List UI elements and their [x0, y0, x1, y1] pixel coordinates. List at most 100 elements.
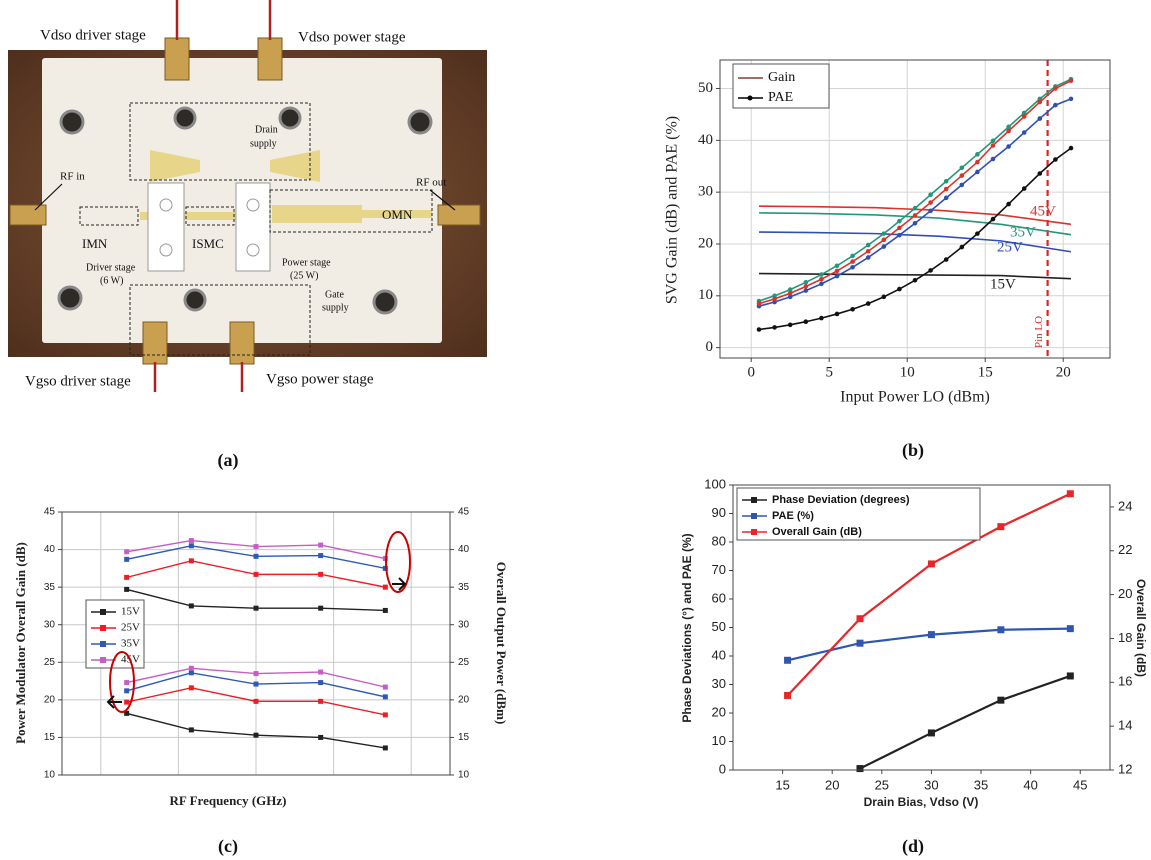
- marker: [124, 688, 130, 694]
- marker: [188, 670, 194, 676]
- marker: [803, 288, 809, 293]
- marker: [975, 159, 980, 165]
- marker: [834, 311, 840, 317]
- marker: [897, 225, 902, 231]
- photo-label: (25 W): [290, 270, 318, 281]
- marker: [803, 280, 809, 285]
- marker: [318, 605, 324, 611]
- marker: [188, 665, 194, 671]
- series-line: [758, 212, 1072, 236]
- marker: [997, 523, 1005, 531]
- marker: [124, 574, 130, 580]
- axis-arrow: [106, 695, 122, 709]
- marker: [819, 281, 824, 287]
- photo-label: RF in: [60, 171, 85, 183]
- transistors: [147, 182, 271, 272]
- plot-frame: [732, 484, 1111, 771]
- y-tick-label: 45: [44, 507, 56, 518]
- series-label: 35V: [1010, 224, 1036, 240]
- marker: [865, 255, 871, 260]
- dashed-blocks: [79, 102, 433, 356]
- y-tick-label: 10: [698, 287, 713, 303]
- y-tick-label: 90: [712, 505, 726, 520]
- marker: [943, 195, 949, 201]
- y2-axis-label: Overall Gain (dB): [1134, 579, 1148, 677]
- marker: [819, 272, 824, 277]
- marker: [124, 699, 130, 705]
- axis-arrow: [392, 577, 407, 591]
- y-tick-label: 20: [698, 235, 713, 251]
- marker: [943, 186, 949, 192]
- marker: [897, 218, 902, 224]
- y-tick-label: 0: [706, 339, 714, 355]
- legend-box: [732, 63, 830, 109]
- x-tick-label: 25: [875, 777, 889, 792]
- marker: [1053, 102, 1058, 108]
- photo-label: Gate: [325, 289, 344, 300]
- marker: [100, 641, 106, 647]
- marker: [834, 268, 840, 274]
- x-tick-label: 0: [747, 364, 755, 380]
- marker: [772, 296, 777, 302]
- captions: (a) (b) (c) (d): [218, 440, 925, 857]
- marker: [865, 248, 871, 254]
- marker: [912, 220, 918, 226]
- y-tick-label: 30: [44, 619, 56, 630]
- y-tick-label: 100: [704, 476, 726, 491]
- marker: [856, 615, 864, 623]
- series-line: [758, 231, 1072, 253]
- marker: [1068, 96, 1074, 102]
- plot-frame: [719, 59, 1111, 359]
- series-line: [758, 205, 1072, 226]
- highlight-ellipse: [109, 651, 135, 713]
- photo-label: Vdso power stage: [298, 29, 406, 45]
- marker: [1037, 116, 1043, 121]
- x-tick-label: 10: [900, 364, 915, 380]
- marker: [959, 165, 965, 171]
- marker: [865, 301, 871, 306]
- marker: [856, 639, 864, 647]
- photo-labels: Vdso driver stage Vdso power stage Vgso …: [25, 27, 446, 389]
- caption: (b): [902, 440, 924, 461]
- marker: [318, 698, 324, 704]
- highlight-ellipse: [385, 531, 411, 593]
- plot-frame: [61, 511, 451, 776]
- marker: [897, 232, 902, 238]
- photo-label: Drain: [255, 124, 278, 135]
- marker: [850, 259, 855, 264]
- marker: [865, 242, 871, 248]
- marker: [787, 290, 793, 296]
- legend-label: Gain: [768, 70, 795, 85]
- photo: Vdso driver stage Vdso power stage Vgso …: [8, 0, 487, 392]
- marker: [188, 538, 194, 544]
- series-label: 15V: [990, 276, 1016, 292]
- photo-label: IMN: [82, 236, 108, 251]
- marker: [772, 325, 777, 330]
- marker: [990, 138, 996, 144]
- marker: [927, 560, 935, 568]
- marker: [318, 669, 324, 675]
- marker: [959, 182, 965, 188]
- marker: [382, 684, 388, 690]
- marker: [834, 273, 840, 279]
- y-tick-label: 40: [698, 132, 713, 148]
- marker: [990, 143, 996, 148]
- marker: [927, 631, 935, 639]
- marker: [975, 231, 980, 236]
- series-label: 45V: [1030, 203, 1056, 219]
- legend-box: [736, 487, 981, 541]
- photo-label: (6 W): [100, 275, 123, 286]
- photo-label: Vgso driver stage: [25, 373, 131, 389]
- marker: [959, 173, 965, 178]
- marker: [253, 732, 259, 738]
- y-tick-label: 70: [712, 562, 726, 577]
- x-tick-label: 15: [978, 364, 993, 380]
- marker: [881, 231, 887, 236]
- marker: [188, 543, 194, 549]
- bias-wires: [153, 0, 272, 392]
- y-tick-label: 0: [719, 761, 726, 776]
- photo-label: Vdso driver stage: [40, 27, 146, 43]
- y2-tick-label: 14: [1118, 718, 1132, 733]
- y-tick-label: 10: [712, 733, 726, 748]
- caption: (c): [218, 836, 238, 857]
